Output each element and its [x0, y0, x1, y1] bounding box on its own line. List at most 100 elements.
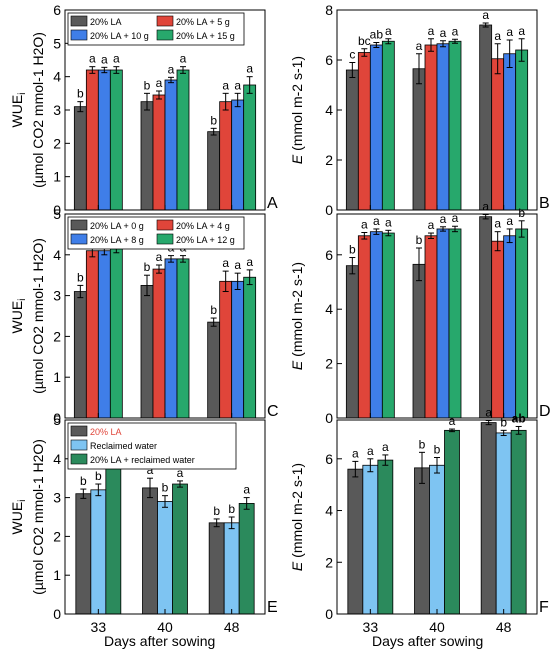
significance-letter: a	[168, 62, 175, 76]
y-axis-label: E (mmol m-2 s-1)	[289, 463, 305, 571]
y-tick-label: 2	[53, 328, 61, 344]
panel-e: babbbbaaa012345334048EWUEi(µmol CO2 mmol…	[9, 412, 278, 635]
bar	[480, 422, 497, 615]
x-tick-label: 33	[91, 619, 107, 635]
significance-letter: b	[210, 303, 217, 317]
bar	[243, 276, 257, 419]
bar	[172, 483, 188, 615]
bar	[424, 235, 438, 419]
bar	[515, 228, 529, 419]
panel-label: E	[267, 599, 278, 616]
significance-letter: a	[101, 52, 108, 66]
bar	[491, 240, 505, 419]
legend-box	[67, 12, 245, 46]
legend-swatch	[70, 219, 88, 231]
legend: 20% LA + 0 g 20% LA + 4 g 20% LA + 8 g 20% …	[67, 216, 245, 250]
bar	[140, 284, 154, 419]
legend-box	[67, 422, 237, 470]
legend-swatch	[156, 219, 174, 231]
significance-letter: b	[77, 270, 84, 284]
significance-letter: b	[500, 415, 507, 429]
y-tick-label: 3	[53, 102, 61, 118]
bar	[219, 101, 233, 211]
bar	[369, 231, 383, 419]
significance-letter: b	[419, 437, 426, 451]
significance-letter: b	[77, 87, 84, 101]
bar	[231, 280, 245, 419]
bar	[109, 248, 123, 419]
bar	[105, 462, 122, 615]
y-tick-label: 0	[53, 202, 61, 218]
y-tick-label: 8	[325, 2, 333, 18]
significance-letter: b	[349, 243, 356, 257]
legend-swatch	[70, 233, 88, 245]
y-tick-label: 2	[325, 152, 333, 168]
significance-letter: a	[485, 406, 492, 420]
bar	[479, 216, 493, 419]
significance-letter: a	[449, 414, 456, 428]
bar	[429, 464, 445, 615]
y-tick-label: 1	[53, 169, 61, 185]
y-tick-label: 2	[53, 528, 61, 544]
legend-swatch	[156, 15, 174, 27]
panel-label: C	[267, 403, 279, 420]
bar	[479, 24, 493, 211]
significance-letter: a	[482, 8, 489, 22]
significance-letter: a	[385, 215, 392, 229]
bar	[164, 258, 178, 419]
y-tick-label: 4	[325, 503, 333, 519]
significance-letter: ab	[370, 28, 384, 42]
bar	[381, 232, 395, 419]
bar	[238, 503, 255, 615]
significance-letter: a	[506, 214, 513, 228]
x-tick-label: 48	[496, 619, 512, 635]
legend-entry: Reclaimed water	[90, 441, 157, 451]
y-tick-label: 5	[53, 206, 61, 222]
y-tick-label: 1	[53, 369, 61, 385]
legend-entry: 20% LA + 12 g	[176, 235, 235, 245]
significance-letter: a	[243, 483, 250, 497]
legend: 20% LA 20% LA + 5 g 20% LA + 10 g 20% LA + …	[67, 12, 245, 46]
y-tick-label: 5	[53, 35, 61, 51]
significance-letter: ab	[512, 411, 526, 425]
y-tick-label: 4	[53, 451, 61, 467]
bar	[345, 69, 359, 211]
y-tick-label: 4	[53, 247, 61, 263]
bar	[414, 467, 430, 615]
significance-letter: a	[482, 200, 489, 214]
bar	[424, 44, 438, 211]
x-axis-title-right: Days after sowing	[372, 633, 484, 649]
significance-letter: a	[518, 24, 525, 38]
bar	[412, 263, 426, 419]
bar	[223, 522, 240, 615]
bar	[176, 69, 190, 211]
bar	[207, 131, 221, 211]
y-tick-label: 1	[53, 567, 61, 583]
legend-entry: 20% LA + 15 g	[176, 31, 235, 41]
bar	[231, 99, 245, 211]
significance-letter: b	[144, 260, 151, 274]
y-axis-label: WUEi (µmol CO2 mmol-1 H2O)	[9, 238, 46, 394]
bar	[369, 44, 383, 211]
bar	[448, 228, 462, 419]
legend-swatch	[70, 15, 88, 27]
significance-letter: a	[452, 24, 459, 38]
legend-entry: 20% LA	[90, 17, 122, 27]
significance-letter: a	[494, 29, 501, 43]
bar	[491, 58, 505, 211]
significance-letter: b	[95, 469, 102, 483]
bar	[495, 432, 512, 615]
bar	[142, 487, 158, 615]
bar	[207, 321, 221, 419]
legend: 20% LA Reclaimed water 20% LA + reclaimed …	[67, 422, 237, 470]
bar	[97, 69, 111, 211]
significance-letter: a	[180, 52, 187, 66]
bar	[381, 40, 395, 211]
bar	[503, 53, 517, 211]
legend-entry: 20% LA + 4 g	[176, 221, 230, 231]
legend-entry: 20% LA + 8 g	[90, 235, 144, 245]
